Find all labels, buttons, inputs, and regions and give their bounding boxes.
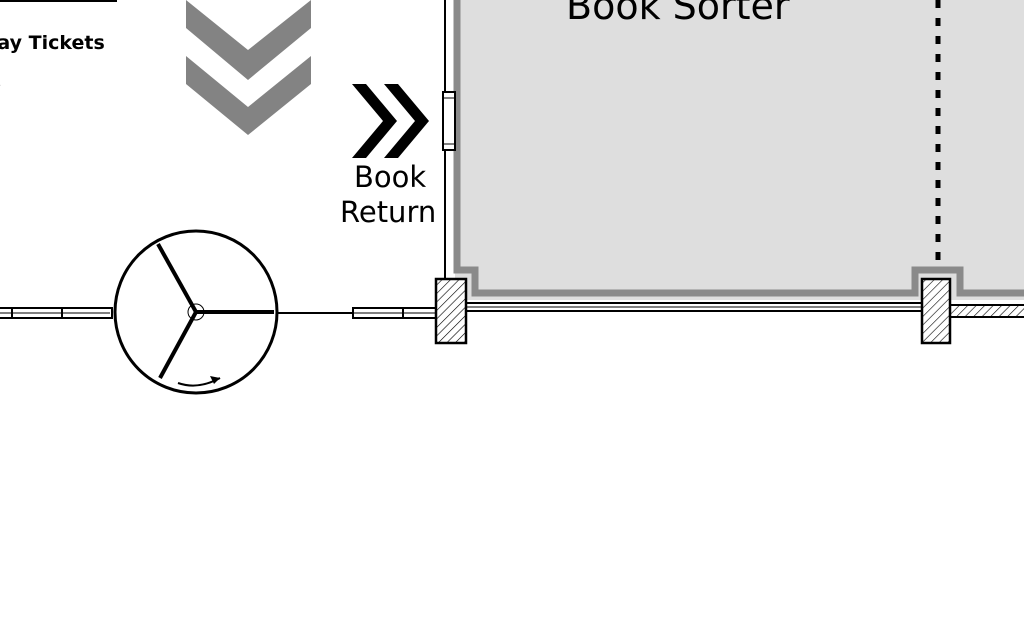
book-sorter-label: Book Sorter xyxy=(566,0,790,28)
chevron-right-icon xyxy=(352,84,429,158)
book-return-label-line2: Return xyxy=(340,195,437,229)
column-left xyxy=(434,277,468,345)
sorter-floor xyxy=(455,0,1024,300)
front-wall xyxy=(0,302,1024,319)
book-sorter-room xyxy=(442,0,1024,300)
column-right xyxy=(920,277,952,345)
chevron-down-icon xyxy=(186,0,311,135)
ticket-counter-label: Pay Tickets xyxy=(0,32,105,54)
ticket-counter-mark: . xyxy=(0,78,1,89)
book-return-label-line1: Book xyxy=(354,160,427,194)
sorter-border xyxy=(453,0,1024,297)
book-return-slot xyxy=(442,91,456,151)
turnstile-icon xyxy=(113,229,279,395)
